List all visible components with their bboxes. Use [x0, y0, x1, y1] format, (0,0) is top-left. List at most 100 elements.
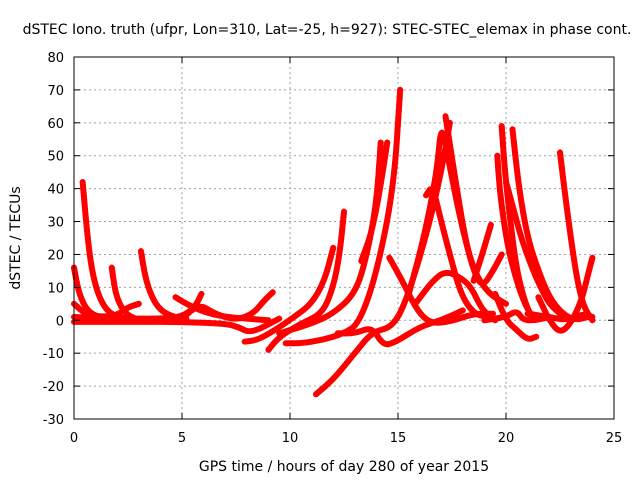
- chart-title: dSTEC Iono. truth (ufpr, Lon=310, Lat=-2…: [23, 22, 632, 38]
- x-tick-label: 15: [390, 431, 407, 446]
- data-point: [394, 122, 401, 129]
- series-trace: [265, 208, 347, 353]
- x-tick-label: 10: [282, 431, 299, 446]
- y-tick-label: 50: [47, 150, 64, 165]
- data-point: [442, 113, 449, 120]
- data-point: [326, 258, 333, 265]
- series-trace: [71, 315, 283, 335]
- data-point: [443, 121, 450, 128]
- data-series: [503, 179, 563, 317]
- data-point: [445, 133, 452, 140]
- x-tick-label: 25: [606, 431, 623, 446]
- series-trace: [386, 254, 497, 326]
- data-series: [442, 113, 505, 287]
- data-point: [264, 321, 271, 328]
- data-point: [381, 157, 388, 164]
- data-series: [79, 179, 131, 322]
- y-tick-label: -20: [43, 380, 64, 395]
- series-trace: [137, 248, 190, 322]
- data-point: [396, 93, 403, 100]
- data-series: [492, 290, 540, 342]
- data-point: [495, 166, 502, 173]
- data-point: [195, 296, 202, 303]
- data-point: [505, 188, 512, 195]
- data-series: [423, 186, 490, 320]
- data-point: [410, 274, 417, 281]
- data-point: [496, 302, 503, 309]
- data-series: [494, 152, 535, 320]
- data-point: [425, 187, 432, 194]
- data-series: [137, 248, 190, 322]
- data-point: [500, 142, 507, 149]
- y-tick-label: 10: [47, 281, 64, 296]
- series-trace: [241, 244, 337, 345]
- grid: [74, 57, 614, 419]
- data-point: [512, 151, 519, 158]
- data-point: [266, 292, 273, 299]
- data-point: [406, 286, 413, 293]
- y-tick-label: 0: [56, 314, 64, 329]
- data-point: [443, 117, 450, 124]
- data-point: [558, 164, 565, 171]
- data-point: [409, 278, 416, 285]
- data-point: [131, 302, 138, 309]
- data-point: [419, 290, 426, 297]
- data-series: [179, 289, 276, 322]
- data-point: [339, 227, 346, 234]
- series-trace: [358, 139, 391, 265]
- x-tick-label: 5: [178, 431, 186, 446]
- data-series: [358, 139, 391, 265]
- axis-ticks: 0 5 10 15 20 25 -30 -20 -10 0 10 20 30 40 50 60 70 80: [43, 51, 623, 446]
- data-point: [81, 200, 88, 207]
- data-series: [265, 208, 347, 353]
- y-axis-label: dSTEC / TECUs: [8, 186, 24, 289]
- data-series-group: [71, 86, 596, 398]
- data-series: [535, 254, 596, 334]
- data-point: [484, 234, 491, 241]
- data-point: [110, 274, 117, 281]
- data-series: [241, 244, 337, 345]
- x-tick-label: 0: [70, 431, 78, 446]
- y-tick-label: 60: [47, 117, 64, 132]
- data-point: [444, 129, 451, 136]
- y-tick-label: -10: [43, 347, 64, 362]
- data-point: [395, 115, 402, 122]
- data-point: [411, 270, 418, 277]
- series-trace: [470, 221, 494, 284]
- series-trace: [557, 149, 596, 324]
- data-point: [394, 129, 401, 136]
- data-point: [407, 282, 414, 289]
- data-point: [405, 290, 412, 297]
- plot-frame: [73, 56, 615, 420]
- y-tick-label: 80: [47, 51, 64, 66]
- y-tick-label: 70: [47, 84, 64, 99]
- data-series: [557, 149, 596, 324]
- x-axis-label: GPS time / hours of day 280 of year 2015: [199, 459, 489, 475]
- series-trace: [481, 309, 553, 324]
- data-point: [444, 125, 451, 132]
- data-point: [412, 266, 419, 273]
- y-tick-label: 20: [47, 248, 64, 263]
- series-trace: [179, 289, 276, 322]
- data-series: [470, 221, 494, 284]
- data-point: [540, 315, 547, 322]
- series-trace: [442, 113, 505, 287]
- data-point: [396, 101, 403, 108]
- y-tick-label: 30: [47, 216, 64, 231]
- series-trace: [535, 254, 596, 334]
- y-tick-label: -30: [43, 413, 64, 428]
- series-trace: [79, 179, 131, 322]
- x-tick-label: 20: [498, 431, 515, 446]
- data-point: [395, 108, 402, 115]
- data-series: [481, 309, 553, 324]
- y-tick-label: 40: [47, 183, 64, 198]
- data-point: [341, 330, 348, 337]
- data-point: [446, 137, 453, 144]
- data-point: [397, 86, 404, 93]
- data-series: [386, 254, 497, 326]
- data-point: [177, 297, 184, 304]
- data-series: [71, 315, 283, 335]
- data-point: [139, 259, 146, 266]
- data-point: [587, 261, 594, 268]
